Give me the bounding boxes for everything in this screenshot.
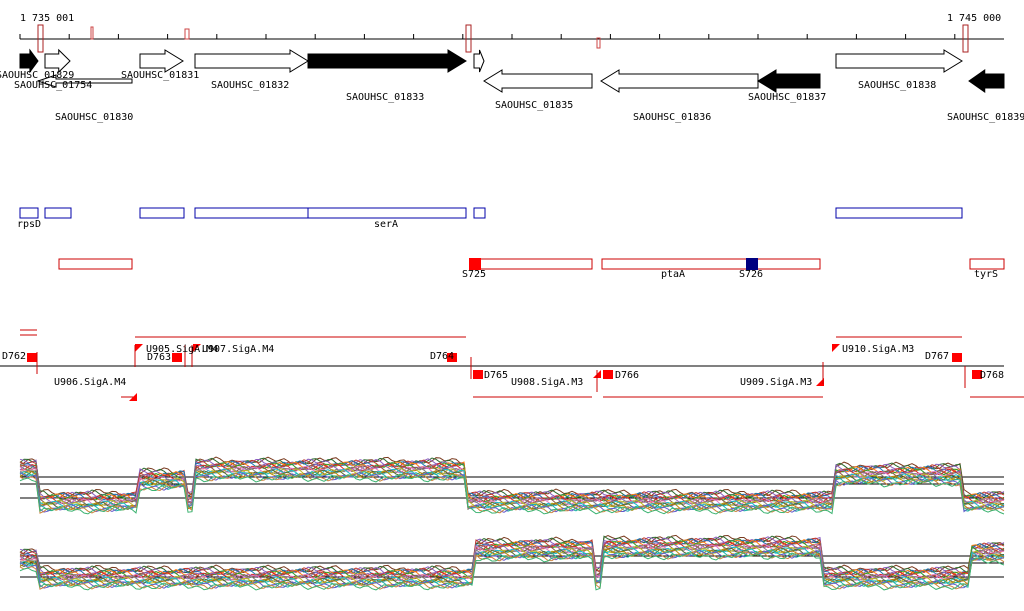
operon-label[interactable]: rpsD bbox=[17, 219, 42, 230]
gene-label[interactable]: SAOUHSC_01835 bbox=[495, 100, 574, 111]
promoter-flag bbox=[193, 344, 201, 352]
gene-label[interactable]: SAOUHSC_01836 bbox=[633, 112, 712, 123]
transcript-label[interactable]: D764 bbox=[430, 351, 455, 362]
terminator-marker bbox=[27, 353, 37, 362]
expression-profile-line bbox=[19, 472, 1005, 514]
operon-box bbox=[969, 258, 1005, 270]
expression-profile-line bbox=[19, 538, 1005, 578]
operon-box bbox=[194, 207, 309, 219]
expression-profile-line bbox=[19, 457, 1005, 499]
promoter-flag bbox=[129, 393, 137, 401]
gene-label[interactable]: SAOUHSC_01833 bbox=[346, 92, 425, 103]
expression-profile-line bbox=[19, 458, 1005, 500]
promoter-flag bbox=[816, 378, 824, 386]
transcript-label[interactable]: U908.SigA.M3 bbox=[511, 377, 584, 388]
operon-box bbox=[601, 258, 821, 270]
operon-label[interactable]: S726 bbox=[739, 269, 764, 280]
expression-profile-line bbox=[19, 549, 1005, 589]
transcript-label[interactable]: U907.SigA.M4 bbox=[202, 344, 275, 355]
operon-box bbox=[139, 207, 185, 219]
operon-label[interactable]: serA bbox=[374, 219, 399, 230]
gene-arrow bbox=[44, 48, 71, 74]
gene-label[interactable]: SAOUHSC_01837 bbox=[748, 92, 827, 103]
operon-label[interactable]: S725 bbox=[462, 269, 487, 280]
gene-label[interactable]: SAOUHSC_01829 bbox=[0, 70, 75, 81]
gene-label[interactable]: SAOUHSC_01832 bbox=[211, 80, 290, 91]
transcript-label[interactable]: D765 bbox=[484, 370, 509, 381]
gene-arrow bbox=[307, 49, 467, 73]
ruler-highlight bbox=[465, 24, 472, 53]
transcript-label[interactable]: D762 bbox=[2, 351, 27, 362]
terminator-marker bbox=[972, 370, 982, 379]
transcript-label[interactable]: U905.SigA.M4 bbox=[146, 344, 219, 355]
terminator-marker bbox=[952, 353, 962, 362]
gene-label[interactable]: SAOUHSC_01830 bbox=[55, 112, 134, 123]
gene-arrow bbox=[835, 49, 963, 73]
operon-box bbox=[473, 207, 486, 219]
operon-label[interactable]: ptaA bbox=[661, 269, 686, 280]
transcript-label[interactable]: D766 bbox=[615, 370, 640, 381]
gene-arrow bbox=[36, 74, 133, 88]
ruler-mark bbox=[90, 26, 94, 40]
gene-label[interactable]: SAOUHSC_01754 bbox=[14, 80, 93, 91]
gene-arrow bbox=[968, 69, 1005, 93]
operon-box bbox=[19, 207, 39, 219]
gene-arrow bbox=[757, 69, 821, 93]
expression-profile-line bbox=[19, 473, 1005, 515]
transcript-label[interactable]: D763 bbox=[147, 352, 172, 363]
ruler-mark bbox=[184, 28, 190, 40]
expression-profile-line bbox=[19, 545, 1005, 585]
gene-arrow bbox=[19, 48, 39, 74]
transcript-label[interactable]: U910.SigA.M3 bbox=[842, 344, 915, 355]
terminator-marker bbox=[603, 370, 613, 379]
gene-arrow bbox=[139, 49, 184, 73]
gene-label[interactable]: SAOUHSC_01839 bbox=[947, 112, 1024, 123]
ruler-start-label: 1 735 001 bbox=[20, 13, 75, 24]
s726-marker bbox=[746, 258, 758, 270]
ruler-highlight bbox=[37, 24, 44, 53]
gene-label[interactable]: SAOUHSC_01831 bbox=[121, 70, 200, 81]
ruler-mark bbox=[596, 37, 601, 49]
expression-profile-line bbox=[19, 460, 1005, 502]
operon-box bbox=[835, 207, 963, 219]
gene-arrow bbox=[473, 49, 485, 73]
gene-arrow bbox=[194, 49, 309, 73]
operon-label[interactable]: tyrS bbox=[974, 269, 999, 280]
ruler-highlight bbox=[962, 24, 969, 53]
operon-box bbox=[307, 207, 467, 219]
terminator-marker bbox=[447, 353, 457, 362]
expression-profile-line bbox=[19, 550, 1005, 590]
expression-profile-line bbox=[19, 471, 1005, 513]
s725-marker bbox=[469, 258, 481, 270]
operon-box bbox=[473, 258, 593, 270]
promoter-flag bbox=[832, 344, 840, 352]
operon-box bbox=[58, 258, 133, 270]
transcript-label[interactable]: D768 bbox=[980, 370, 1005, 381]
expression-profile-line bbox=[19, 534, 1005, 574]
gene-arrow bbox=[600, 69, 759, 93]
promoter-flag bbox=[135, 344, 143, 352]
gene-arrow bbox=[483, 69, 593, 93]
ruler-end-label: 1 745 000 bbox=[947, 13, 1002, 24]
operon-box bbox=[44, 207, 72, 219]
terminator-marker bbox=[172, 353, 182, 362]
transcript-label[interactable]: U906.SigA.M4 bbox=[54, 377, 127, 388]
transcript-label[interactable]: U909.SigA.M3 bbox=[740, 377, 813, 388]
transcript-label[interactable]: D767 bbox=[925, 351, 950, 362]
expression-profile-line bbox=[19, 467, 1005, 509]
gene-label[interactable]: SAOUHSC_01838 bbox=[858, 80, 937, 91]
expression-profile-line bbox=[19, 551, 1005, 591]
terminator-marker bbox=[473, 370, 483, 379]
